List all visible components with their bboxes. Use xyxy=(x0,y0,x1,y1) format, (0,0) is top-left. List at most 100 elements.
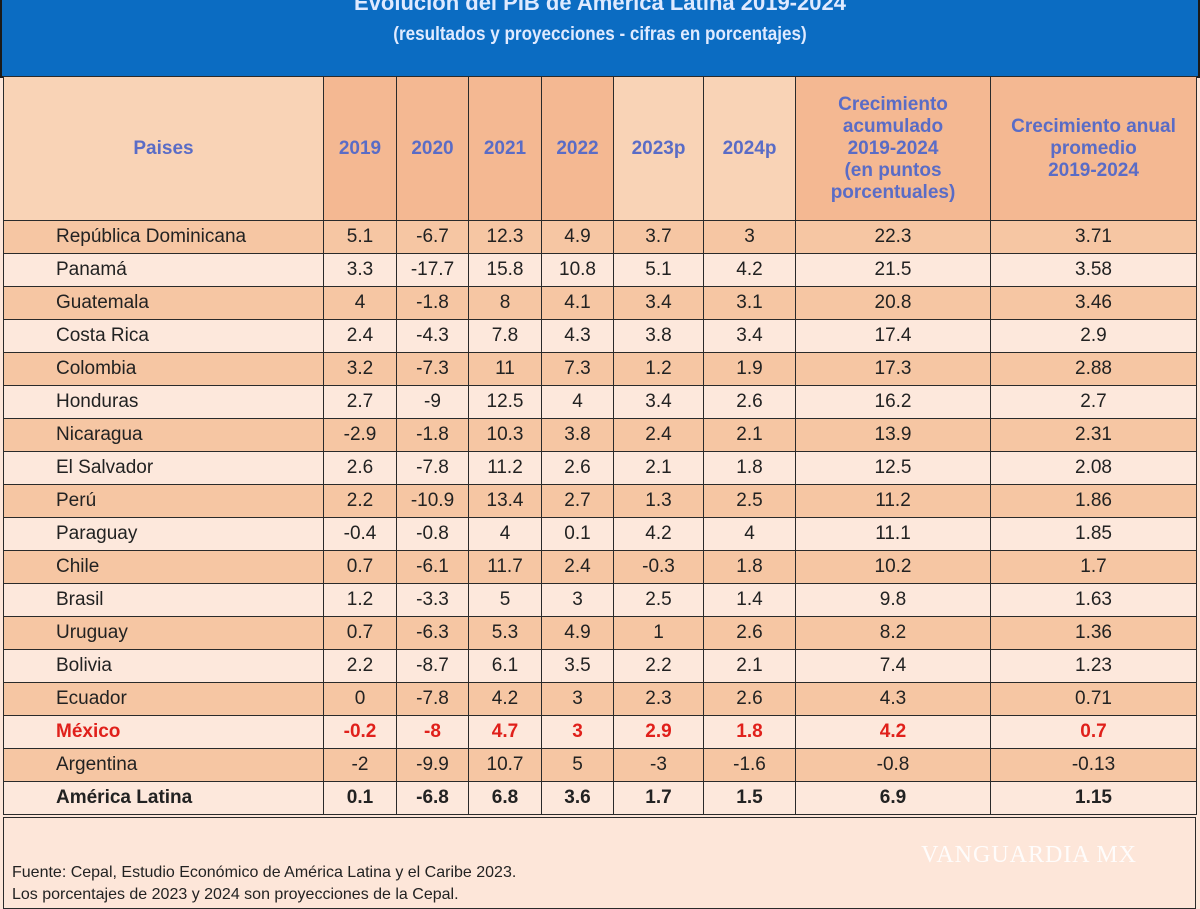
value-cell: 3.6 xyxy=(541,781,614,815)
header-line: 2019-2024 xyxy=(847,137,939,159)
value-cell: -8 xyxy=(396,715,469,749)
value-cell: -17.7 xyxy=(396,253,469,287)
value-cell: 3.8 xyxy=(541,418,614,452)
value-cell: 1.9 xyxy=(703,352,796,386)
value-cell: -8.7 xyxy=(396,649,469,683)
value-cell: -2 xyxy=(323,748,397,782)
table-row: Guatemala 4 -1.8 8 4.1 3.4 3.1 20.8 3.46 xyxy=(3,286,1197,320)
value-cell: 5.1 xyxy=(613,253,704,287)
value-cell: 3 xyxy=(541,583,614,617)
value-cell: 12.5 xyxy=(795,451,991,485)
header-line: porcentuales) xyxy=(830,181,956,203)
value-cell: 12.3 xyxy=(468,220,542,254)
value-cell: 11.1 xyxy=(795,517,991,551)
value-cell: 1.7 xyxy=(613,781,704,815)
table-row: Colombia 3.2 -7.3 11 7.3 1.2 1.9 17.3 2.88 xyxy=(3,352,1197,386)
value-cell: 3.2 xyxy=(323,352,397,386)
value-cell: 1.4 xyxy=(703,583,796,617)
value-cell: 2.6 xyxy=(541,451,614,485)
value-cell: 2.9 xyxy=(990,319,1197,353)
value-cell: 1.63 xyxy=(990,583,1197,617)
table-row: Chile 0.7 -6.1 11.7 2.4 -0.3 1.8 10.2 1.7 xyxy=(3,550,1197,584)
header-line: promedio xyxy=(1050,137,1137,159)
country-cell: República Dominicana xyxy=(3,220,324,254)
country-cell: Honduras xyxy=(3,385,324,419)
table-row: Panamá 3.3 -17.7 15.8 10.8 5.1 4.2 21.5 3.58 xyxy=(3,253,1197,287)
value-cell: 2.4 xyxy=(323,319,397,353)
table-title: Evolución del PIB de América Latina 2019… xyxy=(354,0,846,15)
value-cell: 3.1 xyxy=(703,286,796,320)
value-cell: 3.4 xyxy=(613,286,704,320)
value-cell: 4 xyxy=(323,286,397,320)
value-cell: 4.9 xyxy=(541,616,614,650)
value-cell: -0.13 xyxy=(990,748,1197,782)
table-row: América Latina 0.1 -6.8 6.8 3.6 1.7 1.5 6.9 1.15 xyxy=(3,781,1197,815)
gdp-table: Paises 2019 2020 2021 2022 2023p 2024p C… xyxy=(3,76,1197,815)
value-cell: 6.9 xyxy=(795,781,991,815)
value-cell: -0.4 xyxy=(323,517,397,551)
table-row: Nicaragua -2.9 -1.8 10.3 3.8 2.4 2.1 13.9 2.31 xyxy=(3,418,1197,452)
value-cell: -0.2 xyxy=(323,715,397,749)
value-cell: 1.5 xyxy=(703,781,796,815)
value-cell: -4.3 xyxy=(396,319,469,353)
value-cell: 1.7 xyxy=(990,550,1197,584)
value-cell: -6.1 xyxy=(396,550,469,584)
value-cell: -7.8 xyxy=(396,682,469,716)
value-cell: 7.3 xyxy=(541,352,614,386)
value-cell: 2.6 xyxy=(703,682,796,716)
value-cell: 3.5 xyxy=(541,649,614,683)
country-cell: Bolivia xyxy=(3,649,324,683)
value-cell: 10.7 xyxy=(468,748,542,782)
value-cell: 13.4 xyxy=(468,484,542,518)
value-cell: 2.7 xyxy=(323,385,397,419)
value-cell: 2.6 xyxy=(703,385,796,419)
value-cell: -3.3 xyxy=(396,583,469,617)
value-cell: -7.3 xyxy=(396,352,469,386)
value-cell: 5 xyxy=(541,748,614,782)
value-cell: 4.2 xyxy=(703,253,796,287)
value-cell: -0.3 xyxy=(613,550,704,584)
value-cell: 0.1 xyxy=(323,781,397,815)
header-2020: 2020 xyxy=(396,76,469,221)
table-body: República Dominicana 5.1 -6.7 12.3 4.9 3.7 3 22… xyxy=(3,220,1197,815)
value-cell: -10.9 xyxy=(396,484,469,518)
value-cell: 2.4 xyxy=(541,550,614,584)
value-cell: 13.9 xyxy=(795,418,991,452)
table-row: El Salvador 2.6 -7.8 11.2 2.6 2.1 1.8 12.5 2.08 xyxy=(3,451,1197,485)
value-cell: 2.31 xyxy=(990,418,1197,452)
value-cell: 6.8 xyxy=(468,781,542,815)
value-cell: 10.8 xyxy=(541,253,614,287)
value-cell: 2.7 xyxy=(541,484,614,518)
country-cell: Guatemala xyxy=(3,286,324,320)
value-cell: 2.4 xyxy=(613,418,704,452)
value-cell: 0 xyxy=(323,682,397,716)
value-cell: 2.08 xyxy=(990,451,1197,485)
header-line: Crecimiento anual xyxy=(1011,115,1176,137)
value-cell: 1.3 xyxy=(613,484,704,518)
value-cell: 3.7 xyxy=(613,220,704,254)
value-cell: 2.5 xyxy=(613,583,704,617)
watermark-logo: VANGUARDIA MX xyxy=(921,842,1137,868)
value-cell: 3.4 xyxy=(703,319,796,353)
value-cell: 11.7 xyxy=(468,550,542,584)
value-cell: 4.7 xyxy=(468,715,542,749)
value-cell: 2.2 xyxy=(613,649,704,683)
value-cell: 11.2 xyxy=(795,484,991,518)
value-cell: -6.8 xyxy=(396,781,469,815)
projection-note: Los porcentajes de 2023 y 2024 son proye… xyxy=(12,886,459,903)
table-subtitle: (resultados y proyecciones - cifras en p… xyxy=(393,24,807,45)
value-cell: 3.8 xyxy=(613,319,704,353)
value-cell: 11 xyxy=(468,352,542,386)
header-2022: 2022 xyxy=(541,76,614,221)
country-cell: Argentina xyxy=(3,748,324,782)
value-cell: 5 xyxy=(468,583,542,617)
table-row: Paraguay -0.4 -0.8 4 0.1 4.2 4 11.1 1.85 xyxy=(3,517,1197,551)
table-row: México -0.2 -8 4.7 3 2.9 1.8 4.2 0.7 xyxy=(3,715,1197,749)
value-cell: 4.3 xyxy=(541,319,614,353)
value-cell: 8.2 xyxy=(795,616,991,650)
value-cell: 10.2 xyxy=(795,550,991,584)
value-cell: 22.3 xyxy=(795,220,991,254)
value-cell: 3 xyxy=(541,682,614,716)
value-cell: 8 xyxy=(468,286,542,320)
header-crecimiento-acumulado: Crecimiento acumulado 2019-2024 (en punt… xyxy=(795,76,991,221)
